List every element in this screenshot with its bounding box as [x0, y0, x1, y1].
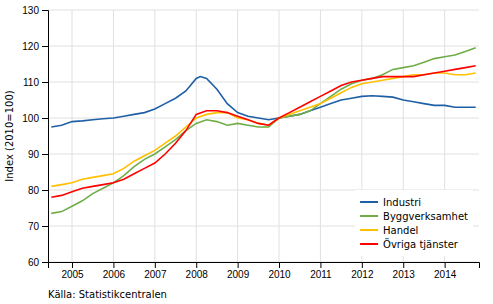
- tick-mark: [42, 10, 48, 11]
- tick-mark: [42, 190, 48, 191]
- tick-label: 70: [28, 221, 40, 232]
- grid-line: [196, 10, 197, 262]
- legend-label: Byggverksamhet: [383, 211, 468, 222]
- grid-line: [48, 154, 479, 155]
- tick-mark: [362, 262, 363, 268]
- legend: Industri Byggverksamhet Handel Övriga tjäns…: [355, 190, 473, 256]
- tick: 70: [28, 221, 48, 232]
- tick: 2011: [310, 262, 332, 280]
- series-line: [51, 73, 475, 186]
- tick-mark: [42, 262, 48, 263]
- tick: 100: [22, 113, 48, 124]
- tick: 2012: [351, 262, 374, 280]
- axis-line: [42, 11, 49, 263]
- tick: 2006: [103, 262, 126, 280]
- tick-label: 100: [22, 113, 39, 124]
- legend-swatch: [360, 243, 378, 245]
- legend-label: Handel: [383, 225, 418, 236]
- tick: 2007: [144, 262, 167, 280]
- tick-label: 110: [23, 77, 39, 88]
- x-axis: 2005 2006 2007 2008 2009 2010 2011 2012 2013 2014: [49, 262, 480, 280]
- legend-label: Industri: [383, 197, 421, 208]
- tick: 2013: [393, 262, 416, 280]
- legend-background: [355, 190, 473, 256]
- series-line: [51, 48, 475, 214]
- lines: [51, 48, 475, 214]
- tick-label: 120: [22, 41, 39, 52]
- tick-mark: [72, 262, 73, 268]
- tick-label: 2013: [393, 269, 416, 280]
- grid-line: [48, 82, 479, 83]
- tick: 80: [28, 185, 48, 196]
- tick-mark: [42, 226, 48, 227]
- tick-label: 80: [28, 185, 40, 196]
- grid: [48, 10, 479, 262]
- legend-swatch: [360, 215, 378, 217]
- tick: 130: [22, 5, 48, 16]
- plot: 2005 2006 2007 2008 2009 2010 2011 2012 2013 2014…: [22, 5, 479, 280]
- tick-mark: [238, 262, 239, 268]
- tick: 2008: [186, 262, 209, 280]
- legend-item: Handel: [360, 225, 418, 236]
- grid-line: [113, 10, 114, 262]
- tick-mark: [113, 262, 114, 268]
- tick-label: 60: [28, 257, 40, 268]
- tick-mark: [42, 118, 48, 119]
- source: Källa: Statistikcentralen: [48, 289, 167, 300]
- series-line: [51, 77, 475, 127]
- tick-label: 90: [28, 149, 40, 160]
- grid-line: [48, 10, 479, 11]
- legend-label: Övriga tjänster: [383, 238, 459, 250]
- tick-mark: [42, 154, 48, 155]
- tick: 2005: [61, 262, 84, 280]
- tick-mark: [403, 262, 404, 268]
- tick-label: 2012: [351, 269, 374, 280]
- tick-mark: [320, 262, 321, 268]
- tick-mark: [42, 46, 48, 47]
- tick-label: 2011: [310, 269, 332, 280]
- tick: 120: [22, 41, 48, 52]
- tick: 2009: [227, 262, 250, 280]
- legend-swatch: [360, 229, 378, 231]
- tick: 90: [28, 149, 48, 160]
- grid-line: [237, 10, 238, 262]
- y-axis-title: Index (2010=100): [4, 90, 15, 182]
- grid-line: [72, 10, 73, 262]
- tick-label: 2010: [268, 269, 291, 280]
- grid-line: [320, 10, 321, 262]
- y-axis: 60 70 80 90 100 110 120 130: [22, 5, 48, 268]
- grid-line: [154, 10, 155, 262]
- tick-mark: [279, 262, 280, 268]
- tick-label: 2009: [227, 269, 250, 280]
- legend-item: Industri: [360, 197, 421, 208]
- tick-mark: [42, 82, 48, 83]
- tick-mark: [155, 262, 156, 268]
- tick-label: 2005: [61, 269, 84, 280]
- tick-label: 2007: [144, 269, 167, 280]
- tick-mark: [196, 262, 197, 268]
- tick-mark: [445, 262, 446, 268]
- legend-swatch: [360, 201, 378, 203]
- tick-label: 2008: [186, 269, 209, 280]
- tick: 60: [28, 257, 48, 268]
- tick: 2014: [434, 262, 457, 280]
- tick: 2010: [268, 262, 291, 280]
- grid-line: [279, 10, 280, 262]
- tick-label: 2014: [434, 269, 457, 280]
- legend-item: Övriga tjänster: [360, 238, 459, 250]
- axis-line: [49, 263, 480, 269]
- tick-label: 2006: [103, 269, 126, 280]
- tick-label: 130: [22, 5, 39, 16]
- series-line: [51, 66, 475, 197]
- tick: 110: [23, 77, 48, 88]
- chart: 2005 2006 2007 2008 2009 2010 2011 2012 2013 2014…: [0, 0, 493, 304]
- grid-line: [48, 46, 479, 47]
- legend-item: Byggverksamhet: [360, 211, 468, 222]
